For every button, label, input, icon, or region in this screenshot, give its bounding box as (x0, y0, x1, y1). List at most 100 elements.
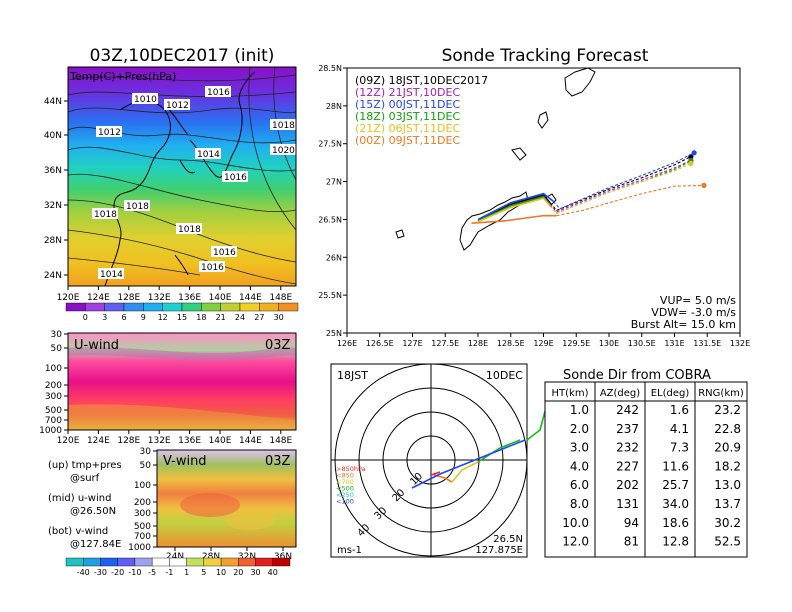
y-tick-label: 700 (134, 532, 151, 542)
colorbar-cell (238, 557, 256, 567)
colorbar-cell (162, 302, 183, 312)
level-label: <500 (336, 485, 354, 493)
v-wind-time: 03Z (265, 454, 291, 469)
u-wind-x-ticks: 120E 124E 128E 132E 136E 140E 144E 148E (57, 430, 293, 446)
x-tick-label: 140E (209, 436, 232, 446)
x-tick-label: 131E (664, 339, 684, 348)
colorbar-cell (65, 302, 86, 312)
y-tick-label: 28N (326, 102, 342, 111)
table-header-cell: EL(deg) (651, 388, 690, 399)
u-wind-band (67, 347, 297, 361)
colorbar-cell (186, 557, 205, 567)
x-tick-label: 128E (117, 436, 140, 446)
wind-colorbar: -40 -30 -20 -10 -5 -1 1 5 10 20 30 40 (65, 557, 291, 577)
y-tick-label: 36N (44, 166, 62, 176)
table-cell: 18.6 (662, 516, 689, 530)
x-tick-label: 129.5E (562, 339, 590, 348)
table-cell: 52.5 (714, 535, 741, 549)
colorbar-cell (181, 302, 202, 312)
x-tick-label: 132E (148, 436, 171, 446)
direction-table: HT(km) AZ(deg) EL(deg) RNG(km) 1.0 242 1.6 23.2… (545, 382, 747, 557)
x-tick-label: 148E (269, 293, 292, 303)
colorbar-cell (239, 302, 260, 312)
colorbar-label: 10 (216, 568, 226, 577)
track-endpoint (701, 182, 707, 188)
u-wind-frame (67, 332, 297, 431)
table-cell: 232 (616, 441, 639, 455)
isobar-label: 1018 (92, 208, 118, 220)
temperature-map-panel: 03Z,10DEC2017 (init) 1010 1012 10 (44, 46, 299, 322)
colorbar-label: 5 (201, 568, 206, 577)
colorbar-label: -20 (111, 568, 124, 577)
x-tick-label: 136E (178, 436, 201, 446)
colorbar-cell (272, 557, 291, 567)
note-mid-line1: (mid) u-wind (48, 493, 111, 504)
colorbar-cell (104, 302, 125, 312)
colorbar-cell (65, 557, 84, 567)
y-tick-label: 30 (140, 447, 152, 457)
svg-text:1020: 1020 (272, 146, 295, 156)
level-label: <850 (336, 472, 354, 480)
y-tick-label: 1000 (39, 426, 62, 436)
colorbar-cell (100, 557, 118, 567)
colorbar-label: 1 (184, 568, 189, 577)
x-tick-label: 126.5E (366, 339, 394, 348)
x-tick-label: 127.5E (431, 339, 459, 348)
table-cell: 131 (616, 497, 639, 511)
colorbar-cell (201, 302, 221, 312)
isobar-label: 1010 (132, 93, 158, 105)
x-tick-label: 126E (337, 339, 357, 348)
y-tick-label: 300 (134, 509, 151, 519)
colorbar-label: 20 (233, 568, 243, 577)
y-tick-label: 24N (44, 271, 62, 281)
table-cell: 18.2 (714, 459, 741, 473)
y-tick-label: 200 (134, 498, 151, 508)
param-vdw: VDW= -3.0 m/s (651, 306, 736, 319)
y-tick-label: 25.5N (318, 291, 342, 300)
x-tick-label: 132E (148, 293, 171, 303)
svg-text:1016: 1016 (224, 173, 247, 183)
isobar-label: 1016 (205, 86, 231, 98)
y-tick-label: 700 (45, 416, 62, 426)
table-cell: 227 (616, 459, 639, 473)
polar-time: 18JST (337, 369, 368, 382)
y-tick-label: 1000 (128, 543, 151, 553)
y-tick-label: 28.5N (318, 64, 342, 73)
y-tick-label: 40N (44, 131, 62, 141)
tracking-title: Sonde Tracking Forecast (442, 46, 649, 66)
table-cell: 4.0 (570, 459, 589, 473)
table-cell: 1.6 (670, 403, 689, 417)
isobar-label: 1014 (195, 148, 221, 160)
colorbar-cell (123, 302, 144, 312)
svg-text:1018: 1018 (272, 121, 295, 131)
colorbar-label: -10 (128, 568, 141, 577)
table-cell: 25.7 (662, 478, 689, 492)
isobar-label: 1012 (96, 126, 122, 138)
param-vup: VUP= 5.0 m/s (660, 294, 736, 307)
svg-text:1012: 1012 (166, 101, 189, 111)
svg-text:1016: 1016 (207, 88, 230, 98)
y-tick-label: 44N (44, 97, 62, 107)
track-series (471, 150, 707, 225)
v-wind-core (225, 510, 275, 530)
y-tick-label: 200 (45, 381, 62, 391)
colorbar-label: 15 (177, 313, 187, 322)
x-tick-label: 128E (468, 339, 488, 348)
colorbar-label: 0 (83, 313, 88, 322)
y-tick-label: 25N (326, 329, 342, 338)
direction-table-panel: Sonde Dir from COBRA HT(km) AZ(deg) EL(deg… (544, 368, 748, 558)
tracking-panel: Sonde Tracking Forecast 126E 126.5E 127E 12… (318, 46, 750, 348)
legend-entry: (21Z) 06JST,11DEC (355, 122, 460, 135)
tracking-legend: (09Z) 18JST,10DEC2017(12Z) 21JST,10DEC(1… (355, 74, 488, 147)
x-tick-label: 32N (238, 552, 256, 562)
map-inner-label: Temp(C)+Pres(hPa) (69, 70, 176, 83)
x-tick-label: 140E (209, 293, 232, 303)
x-tick-label: 36N (274, 552, 292, 562)
track-line-descent (556, 184, 704, 217)
svg-text:1014: 1014 (100, 270, 123, 280)
colorbar-cell (151, 557, 170, 567)
x-tick-label: 128.5E (497, 339, 525, 348)
x-tick-label: 129E (533, 339, 553, 348)
